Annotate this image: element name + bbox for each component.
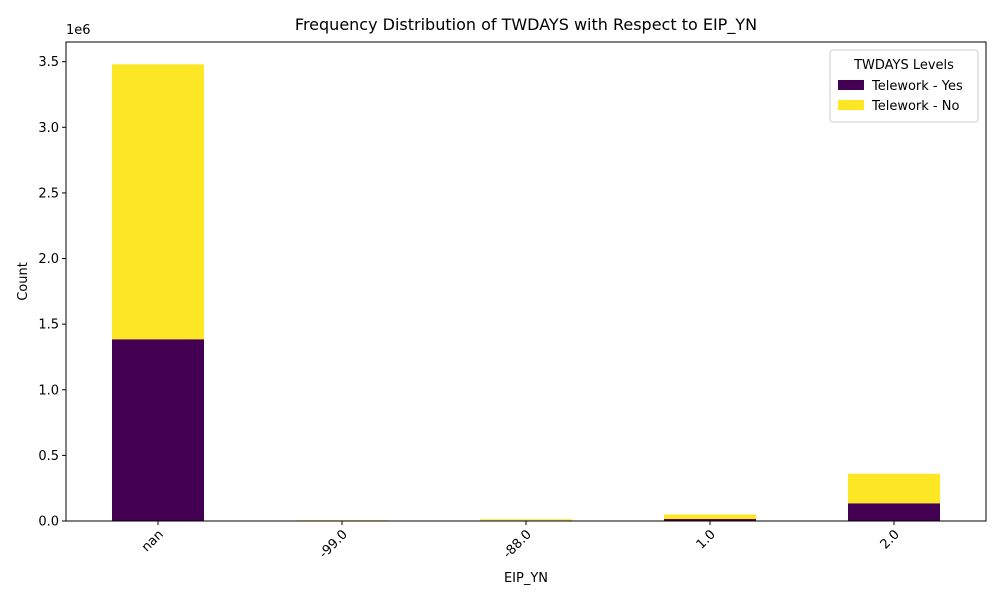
bar-no-0: [112, 64, 204, 340]
chart-title: Frequency Distribution of TWDAYS with Re…: [295, 15, 757, 35]
y-tick-label: 2.0: [38, 252, 59, 267]
bar-yes-3: [664, 519, 756, 521]
y-tick-label: 3.5: [38, 55, 59, 70]
bar-no-4: [848, 473, 940, 504]
bar-yes-4: [848, 503, 940, 521]
y-tick-label: 0.0: [38, 515, 59, 530]
x-tick-label: 1.0: [694, 527, 719, 552]
plot-area: nan -99.0 -88.0 1.0 2.0 0.0 0.5 1.0 1.5 2.0 2.5 3.0…: [38, 41, 987, 562]
bar-no-3: [664, 514, 756, 520]
x-tick-label: nan: [139, 527, 167, 555]
y-tick-label: 1.0: [38, 383, 59, 398]
plot-frame: [65, 41, 987, 522]
y-tick-label: 2.5: [38, 186, 59, 201]
x-tick-label: -88.0: [500, 527, 534, 561]
y-tick-label: 0.5: [38, 449, 59, 464]
legend-swatch-no: [838, 100, 864, 110]
legend-swatch-yes: [838, 80, 864, 90]
y-tick-label: 1.5: [38, 318, 59, 333]
legend-entry-no: Telework - No: [871, 99, 959, 114]
legend: TWDAYS Levels Telework - Yes Telework - N…: [829, 49, 979, 123]
legend-entry-yes: Telework - Yes: [871, 79, 963, 94]
x-tick-label: 2.0: [878, 527, 903, 552]
bar-yes-0: [112, 339, 204, 521]
x-axis-label: EIP_YN: [504, 571, 548, 586]
y-tick-label: 3.0: [38, 121, 59, 136]
y-axis-multiplier: 1e6: [66, 23, 91, 38]
y-axis-label: Count: [16, 262, 31, 301]
bar-no-2: [480, 519, 572, 521]
legend-box: [829, 49, 979, 123]
legend-title: TWDAYS Levels: [853, 58, 954, 73]
x-tick-label: -99.0: [316, 527, 350, 561]
